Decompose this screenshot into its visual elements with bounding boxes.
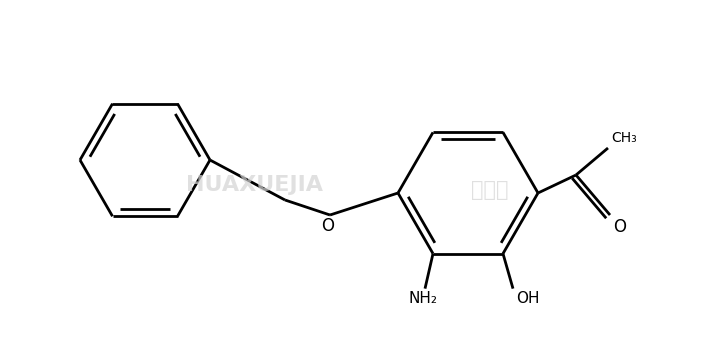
Text: HUAXUEJIA: HUAXUEJIA xyxy=(186,175,323,195)
Text: NH₂: NH₂ xyxy=(408,290,438,305)
Text: O: O xyxy=(613,218,626,236)
Text: O: O xyxy=(322,217,335,235)
Text: 化学加: 化学加 xyxy=(472,180,509,200)
Text: OH: OH xyxy=(516,290,539,305)
Text: CH₃: CH₃ xyxy=(611,131,636,145)
